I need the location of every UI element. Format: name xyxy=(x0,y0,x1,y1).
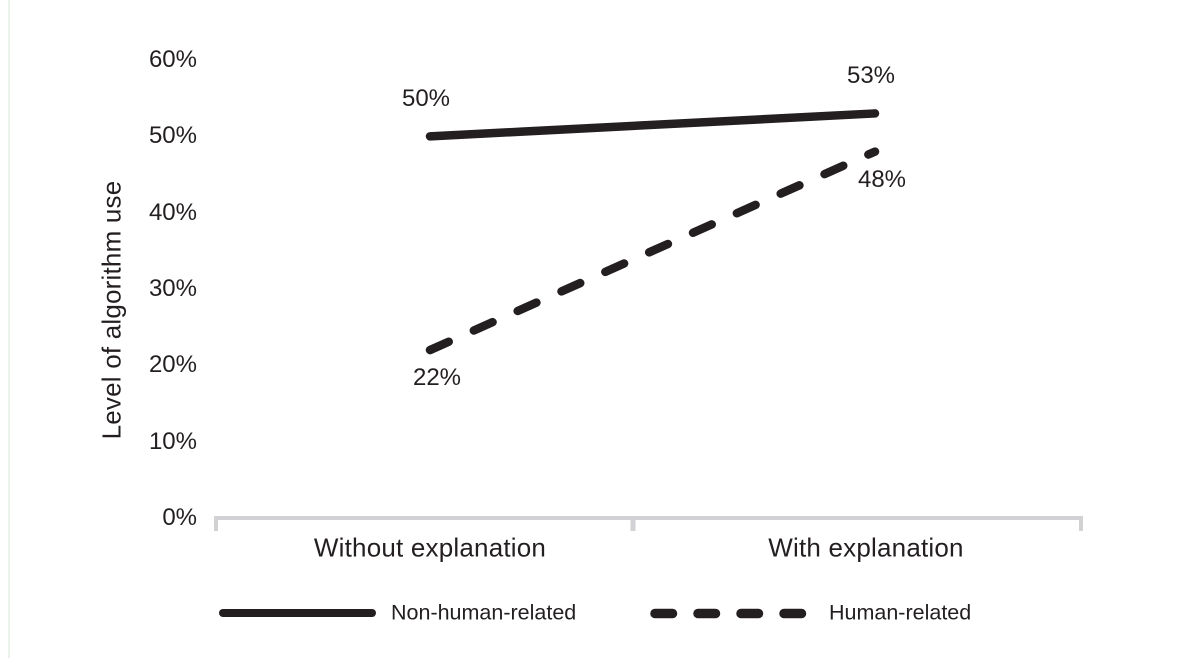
legend-label-non-human-related: Non-human-related xyxy=(391,600,577,625)
scan-edge-artifact xyxy=(8,0,10,658)
series-line-dashed xyxy=(425,147,880,355)
data-label: 53% xyxy=(846,62,896,90)
data-label: 48% xyxy=(857,165,907,193)
x-category-label-with-explanation: With explanation xyxy=(768,532,964,563)
x-axis-line xyxy=(214,516,1083,531)
y-tick-label: 0% xyxy=(162,504,197,531)
legend-swatch-non-human-related xyxy=(219,609,376,617)
x-category-label-without-explanation: Without explanation xyxy=(313,532,547,563)
y-tick-label: 20% xyxy=(148,351,197,379)
legend-label-human-related: Human-related xyxy=(829,600,972,625)
y-tick-label: 60% xyxy=(148,46,197,73)
data-label: 50% xyxy=(401,85,451,113)
y-tick-label: 10% xyxy=(148,427,197,455)
y-tick-label: 40% xyxy=(148,198,197,226)
y-tick-label: 50% xyxy=(148,122,197,150)
y-tick-label: 30% xyxy=(148,275,197,302)
series-line-solid xyxy=(425,109,880,141)
data-label: 22% xyxy=(412,364,462,392)
legend-swatch-human-related xyxy=(650,608,809,619)
